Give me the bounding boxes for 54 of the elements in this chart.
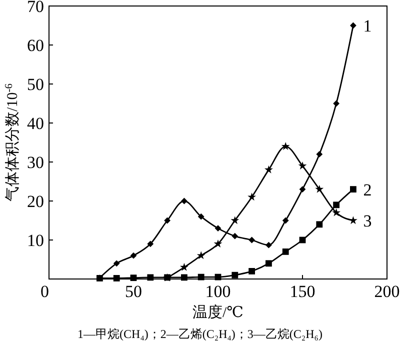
y-tick-label: 40	[27, 114, 44, 133]
point	[181, 198, 188, 204]
point	[198, 274, 204, 280]
point	[333, 100, 340, 107]
point	[248, 236, 255, 244]
point	[214, 274, 222, 280]
point	[316, 151, 323, 158]
y-tick-label: 70	[27, 0, 44, 16]
point	[164, 217, 170, 224]
point	[232, 232, 238, 240]
y-tick-label: 10	[27, 231, 44, 250]
y-tick-label: 20	[27, 192, 44, 211]
point	[350, 186, 356, 192]
point	[282, 217, 289, 224]
point	[298, 161, 307, 170]
x-axis-title: 温度/℃	[192, 304, 244, 321]
x-tick-label: 50	[125, 282, 142, 301]
point	[113, 260, 120, 267]
x-tick-label: 100	[205, 282, 231, 301]
point	[130, 252, 137, 259]
point	[282, 248, 289, 255]
point	[350, 22, 356, 29]
point	[316, 221, 323, 228]
series-label: 2	[363, 180, 372, 200]
point	[96, 275, 103, 282]
point	[147, 274, 154, 281]
y-tick-label: 30	[27, 153, 44, 172]
series-label: 3	[363, 212, 372, 230]
y-tick-label: 60	[27, 36, 44, 55]
point	[180, 262, 188, 271]
series-label: 1	[363, 16, 372, 36]
point	[315, 184, 324, 193]
point	[281, 142, 290, 150]
point	[130, 274, 137, 282]
point	[332, 208, 341, 216]
point	[181, 274, 188, 281]
point	[266, 260, 272, 267]
x-tick-label: 0	[40, 282, 49, 301]
x-tick-label: 150	[290, 282, 316, 301]
y-tick-label: 50	[27, 75, 44, 94]
point	[266, 242, 272, 248]
point	[248, 192, 256, 201]
point	[214, 239, 222, 248]
x-tick-label: 200	[374, 282, 400, 301]
point	[333, 202, 340, 208]
point	[248, 268, 255, 274]
point	[196, 251, 206, 260]
point	[198, 213, 204, 220]
point	[147, 240, 154, 248]
text: 1—甲烷(CH₄)；2—乙烯(C₂H₄)；3—乙烷(C₂H₆)	[78, 327, 322, 341]
point	[230, 216, 240, 224]
point	[232, 272, 238, 278]
point	[113, 275, 120, 282]
point	[264, 165, 273, 174]
